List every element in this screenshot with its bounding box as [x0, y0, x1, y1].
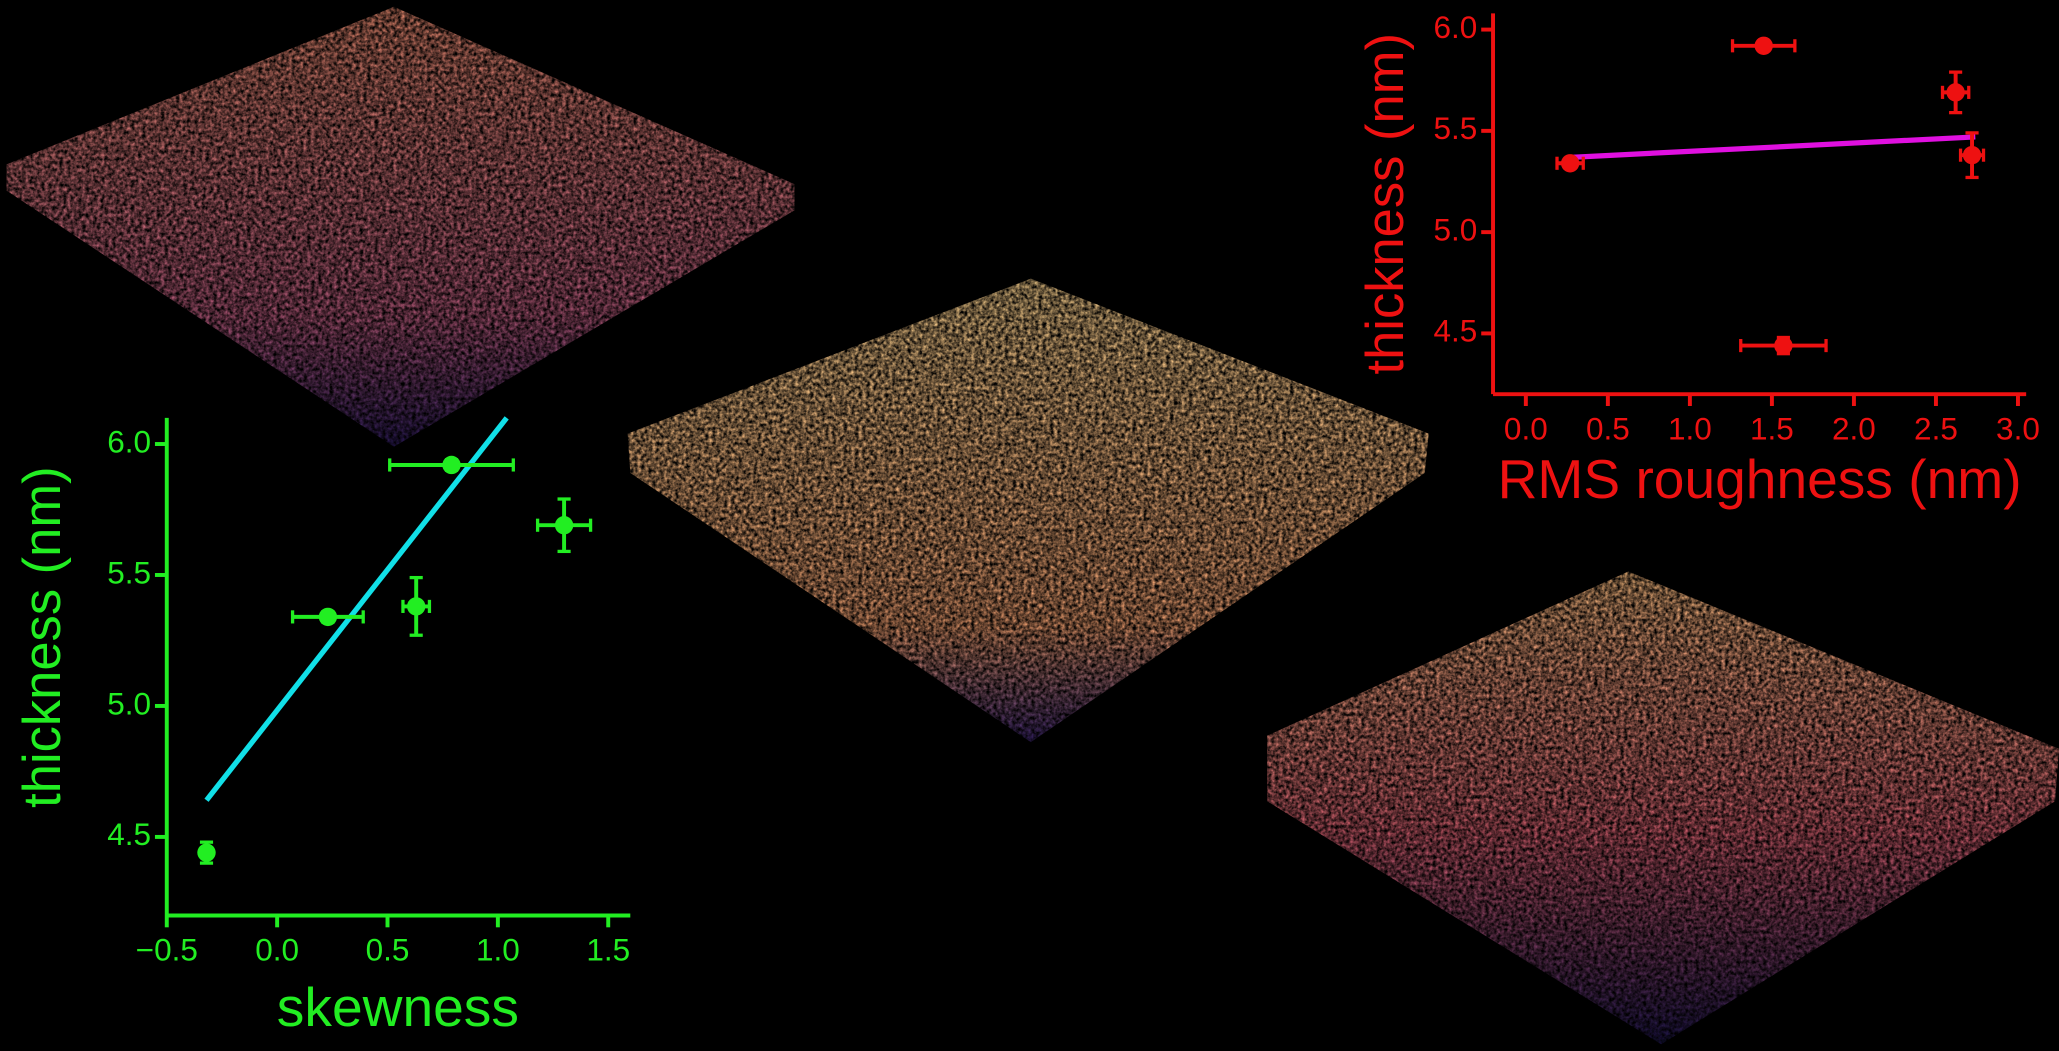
x-tick-label: 1.0 [1668, 410, 1712, 446]
data-point [442, 455, 461, 475]
data-point [1754, 36, 1773, 55]
x-axis-label: skewness [277, 976, 519, 1038]
x-tick-label: 0.5 [1586, 410, 1630, 446]
fit-line [204, 416, 509, 802]
data-point [554, 516, 574, 535]
x-tick-label: 2.0 [1832, 410, 1876, 446]
y-tick-label: 4.5 [107, 816, 151, 852]
y-axis-label: thickness (nm) [1356, 33, 1415, 374]
y-tick-label: 5.5 [107, 554, 151, 590]
data-point [318, 607, 338, 627]
x-tick-label: 1.5 [586, 932, 630, 968]
data-point [1774, 336, 1793, 355]
afm-surface-2 [627, 278, 1429, 743]
data-point [407, 597, 426, 616]
x-tick-label: 0.5 [366, 932, 410, 968]
x-tick-label: 3.0 [1996, 410, 2040, 446]
data-point [1962, 145, 1982, 165]
data-point [1560, 154, 1580, 173]
afm-surface-1 [6, 6, 795, 447]
x-tick-label: −0.5 [136, 932, 198, 968]
y-axis-label: thickness (nm) [13, 466, 72, 807]
y-tick-label: 4.5 [1433, 313, 1477, 349]
y-tick-label: 5.0 [107, 685, 151, 721]
y-tick-label: 5.0 [1433, 211, 1477, 247]
x-tick-label: 0.0 [1504, 410, 1548, 446]
data-point [1946, 83, 1965, 102]
data-point [197, 843, 216, 862]
afm-surface-3 [1267, 571, 2059, 1045]
x-tick-label: 0.0 [255, 932, 299, 968]
y-tick-label: 6.0 [107, 423, 151, 459]
x-axis-label: RMS roughness (nm) [1498, 448, 2022, 510]
fit-line [1573, 134, 1976, 160]
x-tick-label: 1.0 [476, 932, 520, 968]
x-tick-label: 1.5 [1750, 410, 1794, 446]
y-tick-label: 5.5 [1433, 110, 1477, 146]
x-tick-label: 2.5 [1914, 410, 1958, 446]
y-tick-label: 6.0 [1433, 9, 1477, 45]
